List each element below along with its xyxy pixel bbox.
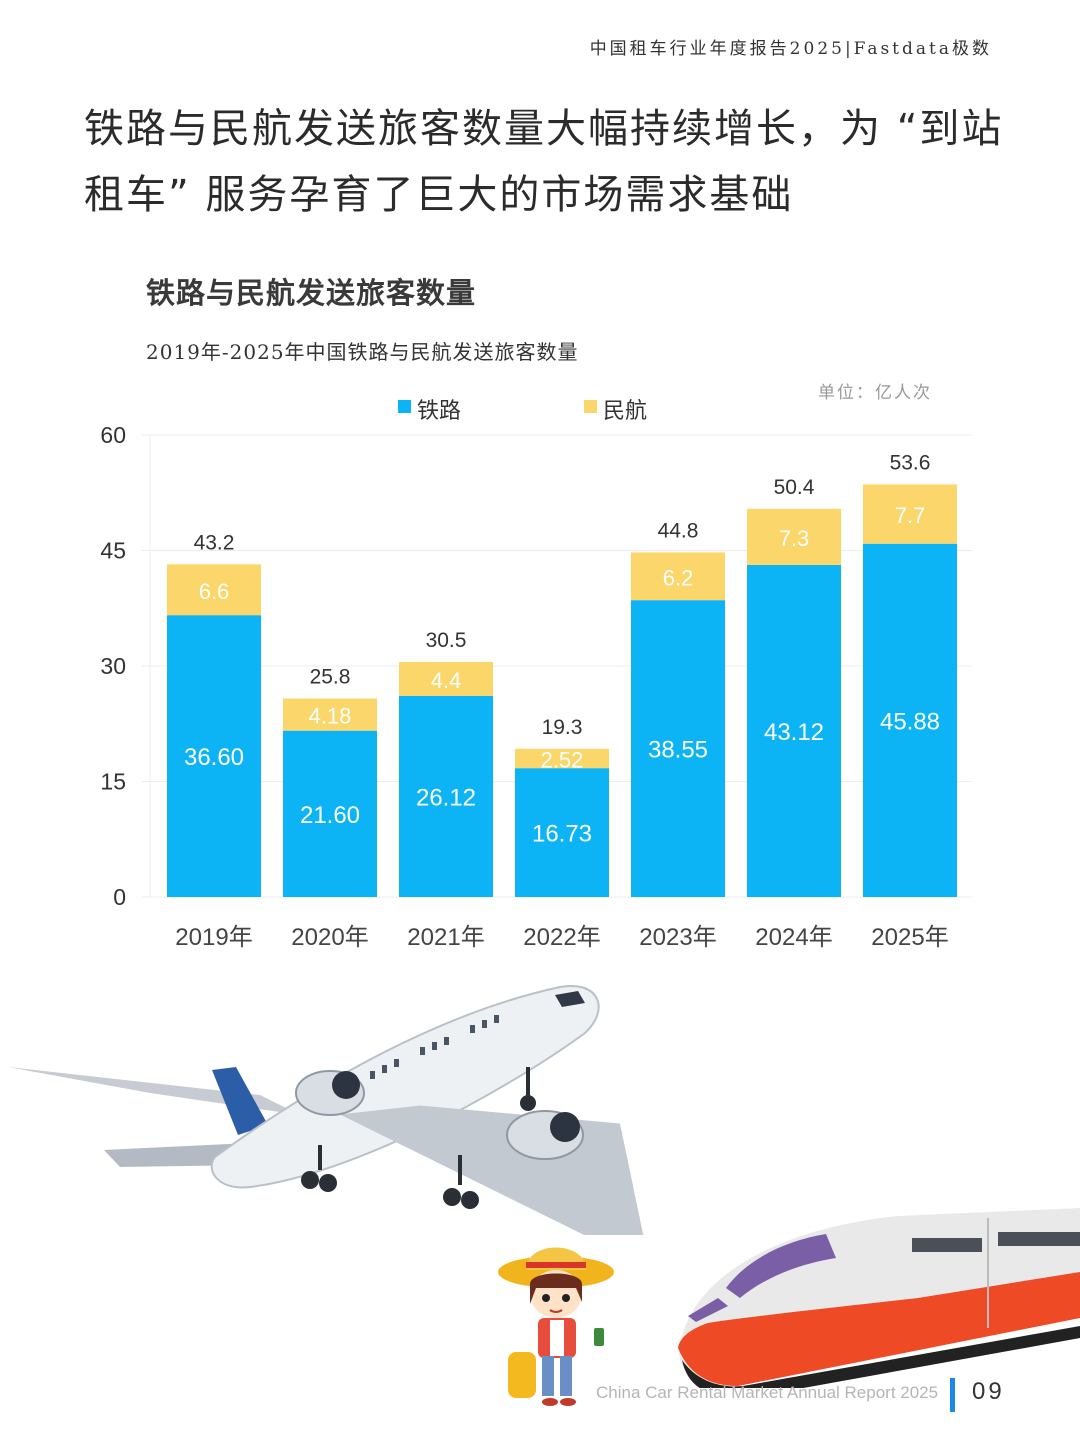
headline-line-1: 铁路与民航发送旅客数量大幅持续增长，为 “到站 bbox=[84, 106, 1004, 152]
air-value-label: 4.4 bbox=[431, 668, 462, 693]
airplane-right-wing bbox=[340, 1105, 644, 1235]
rail-bar bbox=[399, 695, 493, 897]
air-value-label: 6.6 bbox=[199, 579, 230, 604]
chart-title: 2019年-2025年中国铁路与民航发送旅客数量 bbox=[146, 340, 579, 364]
x-tick-label: 2019年 bbox=[175, 924, 252, 951]
y-tick-label: 45 bbox=[100, 538, 126, 564]
total-label: 43.2 bbox=[194, 531, 235, 554]
high-speed-train-illustration bbox=[678, 1208, 1080, 1388]
page-headline: 铁路与民航发送旅客数量大幅持续增长，为 “到站 租车” 服务孕育了巨大的市场需求… bbox=[84, 96, 1004, 228]
total-label: 44.8 bbox=[658, 519, 699, 542]
rail-bar bbox=[863, 543, 957, 897]
air-value-label: 2.52 bbox=[541, 747, 584, 772]
train-red-stripe bbox=[678, 1272, 1080, 1386]
air-bar bbox=[863, 484, 957, 544]
headline-line-2: 租车” 服务孕育了巨大的市场需求基础 bbox=[84, 172, 794, 218]
report-header: 中国租车行业年度报告2025|Fastdata极数 bbox=[589, 39, 992, 59]
y-tick-label: 15 bbox=[100, 769, 126, 795]
x-tick-label: 2024年 bbox=[755, 924, 832, 951]
x-tick-label: 2025年 bbox=[871, 924, 948, 951]
rail-bar bbox=[283, 730, 377, 897]
chart-unit-label: 单位：亿人次 bbox=[818, 383, 932, 403]
rail-bar bbox=[631, 600, 725, 897]
rail-value-label: 16.73 bbox=[532, 821, 592, 848]
air-bar bbox=[747, 508, 841, 565]
stacked-bar-chart: 0 15 30 45 60 铁路 民航 36.60 6.6 43.2 2019年 21.60 4.18 2… bbox=[100, 399, 972, 951]
rail-value-label: 45.88 bbox=[880, 708, 940, 735]
air-bar bbox=[399, 661, 493, 696]
air-bar bbox=[631, 552, 725, 601]
rail-value-label: 36.60 bbox=[184, 744, 244, 771]
rail-value-label: 43.12 bbox=[764, 719, 824, 746]
y-tick-label: 60 bbox=[100, 422, 126, 448]
rail-bar bbox=[167, 615, 261, 897]
air-value-label: 7.7 bbox=[895, 503, 926, 528]
air-value-label: 6.2 bbox=[663, 565, 694, 590]
airplane-illustration bbox=[8, 984, 644, 1235]
x-tick-label: 2020年 bbox=[291, 924, 368, 951]
air-value-label: 7.3 bbox=[779, 526, 810, 551]
total-label: 30.5 bbox=[426, 629, 467, 652]
airplane-cockpit bbox=[555, 991, 585, 1007]
air-value-label: 4.18 bbox=[309, 704, 352, 729]
total-label: 53.6 bbox=[890, 451, 931, 474]
legend-swatch-air bbox=[584, 400, 597, 413]
airplane-landing-gear bbox=[301, 1067, 536, 1209]
x-tick-label: 2022年 bbox=[523, 924, 600, 951]
section-title: 铁路与民航发送旅客数量 bbox=[146, 276, 477, 310]
legend-label-air: 民航 bbox=[603, 399, 647, 424]
page-number: 09 bbox=[972, 1378, 1005, 1405]
x-tick-label: 2023年 bbox=[639, 924, 716, 951]
air-bar bbox=[283, 698, 377, 731]
rail-bar bbox=[515, 768, 609, 897]
total-label: 50.4 bbox=[774, 476, 815, 499]
airplane-tail-fin bbox=[212, 1067, 268, 1135]
legend-swatch-rail bbox=[398, 400, 411, 413]
legend-label-rail: 铁路 bbox=[417, 399, 461, 424]
total-label: 19.3 bbox=[542, 716, 583, 739]
air-bar bbox=[167, 564, 261, 616]
rail-bar bbox=[747, 564, 841, 897]
y-tick-label: 30 bbox=[100, 653, 126, 679]
x-tick-label: 2021年 bbox=[407, 924, 484, 951]
footer-report-name: China Car Rental Market Annual Report 20… bbox=[596, 1383, 939, 1402]
airplane-windows bbox=[370, 1015, 499, 1079]
airplane-fuselage bbox=[210, 984, 600, 1189]
train-windows bbox=[912, 1232, 1080, 1252]
air-bar bbox=[515, 748, 609, 769]
traveller-girl-illustration bbox=[498, 1247, 614, 1406]
train-windshield bbox=[726, 1234, 836, 1298]
suitcase bbox=[508, 1352, 536, 1398]
footer-divider bbox=[950, 1378, 955, 1412]
rail-value-label: 21.60 bbox=[300, 802, 360, 829]
total-label: 25.8 bbox=[310, 665, 351, 688]
y-tick-label: 0 bbox=[113, 884, 126, 910]
rail-value-label: 38.55 bbox=[648, 737, 708, 764]
rail-value-label: 26.12 bbox=[416, 784, 476, 811]
